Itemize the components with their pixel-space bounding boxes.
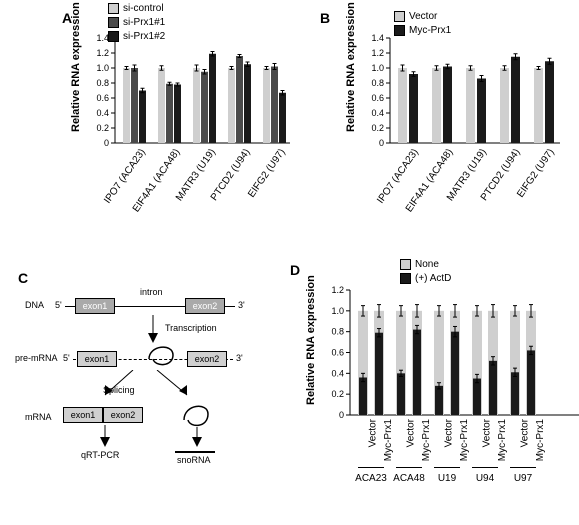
svg-text:1.2: 1.2: [331, 285, 344, 295]
svg-text:1.2: 1.2: [371, 48, 384, 58]
svg-text:0.2: 0.2: [331, 389, 344, 399]
legend-swatch: [108, 17, 119, 28]
panel-label-c: C: [18, 270, 28, 286]
legend-label: (+) ActD: [415, 272, 451, 285]
svg-text:0: 0: [104, 138, 109, 147]
svg-text:0.8: 0.8: [96, 78, 109, 88]
arrow-snorna-icon: [187, 427, 207, 447]
three-prime-2: 3': [236, 353, 243, 363]
qrtpcr-label: qRT-PCR: [81, 450, 119, 460]
panel-c-diagram: DNA 5' exon1 intron exon2 3' Transcripti…: [25, 295, 265, 485]
five-prime-2: 5': [63, 353, 70, 363]
exon1-box: exon1: [75, 298, 115, 314]
legend-label: Myc-Prx1: [409, 24, 451, 37]
svg-text:0.4: 0.4: [331, 368, 344, 378]
panel-d-ylabel: Relative RNA expression: [305, 275, 317, 405]
legend-swatch: [108, 31, 119, 42]
panel-a-legend: si-control si-Prx1#1 si-Prx1#2: [108, 2, 165, 44]
exon2-box-2: exon2: [187, 351, 227, 367]
five-prime: 5': [55, 300, 62, 310]
svg-text:0.2: 0.2: [96, 123, 109, 133]
legend-swatch: [394, 11, 405, 22]
svg-text:0.4: 0.4: [371, 108, 384, 118]
svg-text:1.4: 1.4: [371, 33, 384, 43]
svg-text:0.6: 0.6: [371, 93, 384, 103]
snorna-underline: [175, 451, 215, 453]
legend-swatch: [394, 25, 405, 36]
arrow-qrtpcr-icon: [95, 425, 115, 447]
exon2-box-3: exon2: [103, 407, 143, 423]
snorna-loop2-icon: [180, 400, 215, 430]
snorna-loop-icon: [145, 341, 180, 371]
legend-swatch: [400, 259, 411, 270]
svg-text:0: 0: [379, 138, 384, 147]
exon2-box: exon2: [185, 298, 225, 314]
svg-text:1.0: 1.0: [96, 63, 109, 73]
panel-label-d: D: [290, 262, 300, 278]
legend-label: si-control: [123, 2, 164, 15]
legend-swatch: [400, 273, 411, 284]
panel-b-legend: Vector Myc-Prx1: [394, 10, 451, 38]
svg-text:1.2: 1.2: [96, 48, 109, 58]
mrna-label: mRNA: [25, 412, 52, 422]
legend-label: None: [415, 258, 439, 271]
legend-swatch: [108, 3, 119, 14]
svg-text:1.0: 1.0: [331, 306, 344, 316]
exon1-box-3: exon1: [63, 407, 103, 423]
panel-a-ylabel: Relative RNA expression: [70, 2, 82, 132]
panel-d-chart: 00.20.40.60.81.01.2VectorMyc-Prx1VectorM…: [320, 280, 579, 419]
legend-label: si-Prx1#1: [123, 16, 165, 29]
svg-text:0.8: 0.8: [371, 78, 384, 88]
svg-text:0.6: 0.6: [96, 93, 109, 103]
svg-text:0.2: 0.2: [371, 123, 384, 133]
panel-label-b: B: [320, 10, 330, 26]
panel-b-chart: 00.20.40.60.81.01.21.4IPO7 (ACA23)EIF4A1…: [360, 28, 564, 147]
svg-text:0.4: 0.4: [96, 108, 109, 118]
panel-a-chart: 00.20.40.60.81.01.21.4IPO7 (ACA23)EIF4A1…: [85, 28, 294, 147]
panel-b-ylabel: Relative RNA expression: [345, 2, 357, 132]
svg-text:0.6: 0.6: [331, 348, 344, 358]
arrow-transcription-icon: [143, 315, 163, 343]
svg-text:1.0: 1.0: [371, 63, 384, 73]
splicing-label: Splicing: [103, 385, 135, 395]
svg-text:0: 0: [339, 410, 344, 419]
legend-label: si-Prx1#2: [123, 30, 165, 43]
dna-label: DNA: [25, 300, 44, 310]
figure-root: A B C D 00.20.40.60.81.01.21.4IPO7 (ACA2…: [0, 0, 579, 525]
legend-label: Vector: [409, 10, 437, 23]
three-prime: 3': [238, 300, 245, 310]
transcription-label: Transcription: [165, 323, 217, 333]
snorna-label: snoRNA: [177, 455, 211, 465]
premrna-label: pre-mRNA: [15, 353, 58, 363]
exon1-box-2: exon1: [77, 351, 117, 367]
svg-text:0.8: 0.8: [331, 327, 344, 337]
panel-d-legend: None (+) ActD: [400, 258, 451, 286]
intron-label: intron: [140, 287, 163, 297]
